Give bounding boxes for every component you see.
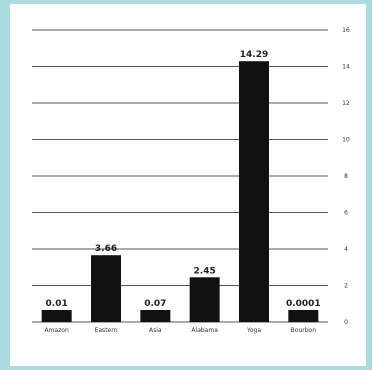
bar-value-label: 0.0001 xyxy=(286,299,321,309)
bar-value-label: 2.45 xyxy=(194,266,216,276)
category-label: Alabama xyxy=(191,327,218,334)
bar-value-label: 0.01 xyxy=(46,299,68,309)
y-tick-label: 14 xyxy=(342,64,350,71)
category-label: Bourbon xyxy=(291,327,317,334)
category-label: Asia xyxy=(149,327,162,334)
bar-bourbon xyxy=(288,310,319,322)
y-tick-label: 0 xyxy=(344,319,348,326)
bar-yoga xyxy=(239,61,269,323)
category-label: Amazon xyxy=(45,327,69,334)
bar-value-label: 14.29 xyxy=(240,50,268,60)
y-tick-label: 16 xyxy=(342,27,350,34)
labels: 0 2 4 6 8 10 12 14 16 0.01 Amazon 3.66 Eastern 0.07 As… xyxy=(45,27,350,334)
bar-value-label: 3.66 xyxy=(95,244,117,254)
y-tick-label: 8 xyxy=(344,173,348,180)
chart-panel: 0 2 4 6 8 10 12 14 16 0.01 Amazon 3.66 Eastern 0.07 As… xyxy=(10,4,366,366)
y-tick-label: 6 xyxy=(344,210,348,217)
gridlines xyxy=(32,29,328,323)
bar-chart: 0 2 4 6 8 10 12 14 16 0.01 Amazon 3.66 Eastern 0.07 As… xyxy=(32,27,350,334)
bars xyxy=(41,61,319,323)
y-tick-label: 12 xyxy=(342,100,350,107)
bar-eastern xyxy=(91,255,121,322)
bar-alabama xyxy=(189,277,220,322)
y-tick-label: 10 xyxy=(342,137,350,144)
category-label: Eastern xyxy=(95,327,118,334)
category-label: Yoga xyxy=(246,327,261,334)
y-tick-label: 4 xyxy=(344,246,348,253)
bar-amazon xyxy=(41,310,72,322)
bar-value-label: 0.07 xyxy=(144,299,166,309)
bar-asia xyxy=(140,310,171,322)
y-tick-label: 2 xyxy=(344,283,348,290)
